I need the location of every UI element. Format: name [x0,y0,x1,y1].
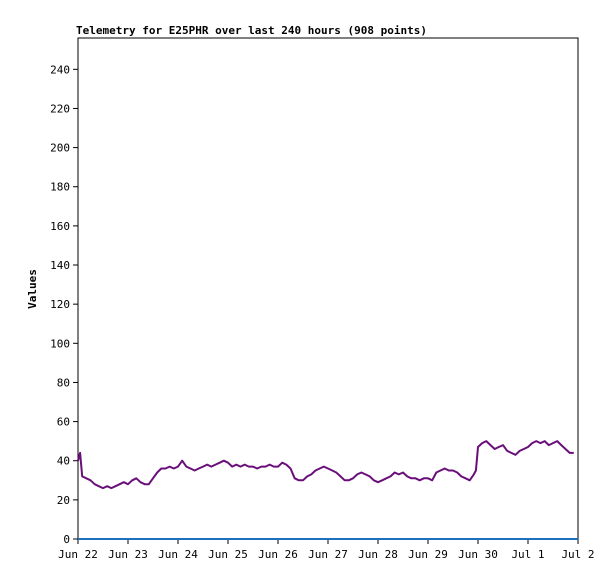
y-tick-label: 0 [63,533,70,546]
y-tick-label: 80 [57,376,70,389]
x-tick-label: Jun 24 [158,548,198,561]
x-tick-label: Jun 27 [308,548,348,561]
chart-title: Telemetry for E25PHR over last 240 hours… [76,24,427,37]
y-axis-label: Values [26,269,39,309]
y-tick-label: 60 [57,416,70,429]
series-line-1 [77,440,574,490]
y-tick-label: 140 [50,259,70,272]
y-tick-label: 120 [50,298,70,311]
x-tick-label: Jul 2 [561,548,594,561]
y-tick-label: 160 [50,220,70,233]
y-tick-label: 180 [50,181,70,194]
x-tick-label: Jul 1 [511,548,544,561]
y-tick-label: 200 [50,142,70,155]
series-group [77,440,578,540]
y-axis: 0 20 40 60 80 100 120 140 160 180 200 220 240 [50,63,78,546]
y-tick-label: 20 [57,494,70,507]
plot-frame [77,37,579,540]
y-tick-label: 40 [57,455,70,468]
x-tick-label: Jun 26 [258,548,298,561]
x-tick-label: Jun 23 [108,548,148,561]
x-tick-label: Jun 28 [358,548,398,561]
x-tick-label: Jun 25 [208,548,248,561]
y-tick-label: 240 [50,63,70,76]
x-axis: Jun 22 Jun 23 Jun 24 Jun 25 Jun 26 Jun 27 Jun … [58,539,595,561]
x-tick-label: Jun 29 [408,548,448,561]
y-tick-label: 220 [50,102,70,115]
y-tick-label: 100 [50,337,70,350]
x-tick-label: Jun 22 [58,548,98,561]
x-tick-label: Jun 30 [458,548,498,561]
